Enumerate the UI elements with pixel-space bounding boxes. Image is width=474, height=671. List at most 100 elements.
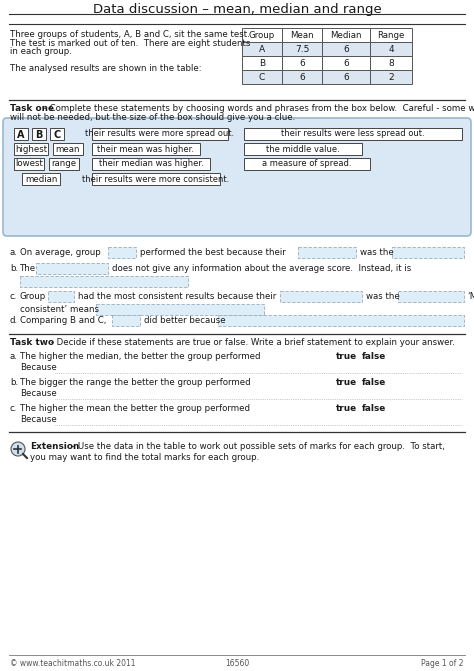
Text: © www.teachitmaths.co.uk 2011: © www.teachitmaths.co.uk 2011 xyxy=(10,659,136,668)
Text: a measure of spread.: a measure of spread. xyxy=(262,160,352,168)
Text: consistent’ means: consistent’ means xyxy=(20,305,99,314)
Bar xyxy=(112,315,140,326)
Text: Page 1 of 2: Page 1 of 2 xyxy=(421,659,464,668)
Bar xyxy=(242,28,282,42)
Bar xyxy=(242,70,282,84)
Text: true: true xyxy=(336,352,357,361)
Text: The higher the median, the better the group performed: The higher the median, the better the gr… xyxy=(20,352,261,361)
Bar xyxy=(322,70,370,84)
Text: true: true xyxy=(336,378,357,387)
Text: 6: 6 xyxy=(299,58,305,68)
Text: - Decide if these statements are true or false. Write a brief statement to expla: - Decide if these statements are true or… xyxy=(48,338,455,347)
FancyBboxPatch shape xyxy=(3,118,471,236)
Text: c.: c. xyxy=(10,404,18,413)
Text: median: median xyxy=(25,174,57,183)
Bar xyxy=(322,42,370,56)
Text: c.: c. xyxy=(10,292,18,301)
Bar xyxy=(22,173,60,185)
Text: Three groups of students, A, B and C, sit the same test.: Three groups of students, A, B and C, si… xyxy=(10,30,250,39)
Text: their mean was higher.: their mean was higher. xyxy=(98,144,194,154)
Text: Task two: Task two xyxy=(10,338,54,347)
Text: their median was higher.: their median was higher. xyxy=(99,160,203,168)
Bar xyxy=(92,128,228,140)
Text: 6: 6 xyxy=(343,44,349,54)
Text: d.: d. xyxy=(10,316,18,325)
Bar xyxy=(282,56,322,70)
Bar xyxy=(92,173,220,185)
Bar xyxy=(280,291,362,302)
Text: Extension: Extension xyxy=(30,442,79,451)
Text: 6: 6 xyxy=(299,72,305,81)
Text: Group: Group xyxy=(249,30,275,40)
Bar xyxy=(50,128,64,140)
Bar xyxy=(14,143,48,155)
Text: 6: 6 xyxy=(343,58,349,68)
Text: lowest: lowest xyxy=(15,160,43,168)
Text: b.: b. xyxy=(10,264,18,273)
Text: was the: was the xyxy=(360,248,394,257)
Text: range: range xyxy=(52,160,77,168)
Text: Data discussion – mean, median and range: Data discussion – mean, median and range xyxy=(92,3,382,16)
Text: The test is marked out of ten.  There are eight students: The test is marked out of ten. There are… xyxy=(10,38,250,48)
Text: did better because: did better because xyxy=(144,316,226,325)
Text: a.: a. xyxy=(10,248,18,257)
Text: 2: 2 xyxy=(388,72,394,81)
Bar xyxy=(370,56,412,70)
Text: mean: mean xyxy=(56,144,80,154)
Text: The analysed results are shown in the table:: The analysed results are shown in the ta… xyxy=(10,64,201,73)
Text: performed the best because their: performed the best because their xyxy=(140,248,286,257)
Text: A: A xyxy=(259,44,265,54)
Bar xyxy=(48,291,74,302)
Bar xyxy=(242,42,282,56)
Text: ‘More: ‘More xyxy=(467,292,474,301)
Text: 6: 6 xyxy=(343,72,349,81)
Bar xyxy=(49,158,79,170)
Circle shape xyxy=(11,442,25,456)
Bar xyxy=(370,28,412,42)
Bar xyxy=(244,143,362,155)
Bar xyxy=(92,143,200,155)
Text: Mean: Mean xyxy=(290,30,314,40)
Text: 4: 4 xyxy=(388,44,394,54)
Text: Range: Range xyxy=(377,30,405,40)
Bar xyxy=(14,158,44,170)
Text: in each group.: in each group. xyxy=(10,47,72,56)
Text: 16560: 16560 xyxy=(225,659,249,668)
Text: false: false xyxy=(362,378,386,387)
Text: 7.5: 7.5 xyxy=(295,44,309,54)
Bar xyxy=(244,158,370,170)
Text: the middle value.: the middle value. xyxy=(266,144,340,154)
Text: you may want to find the total marks for each group.: you may want to find the total marks for… xyxy=(30,453,259,462)
Text: Task one: Task one xyxy=(10,104,54,113)
Text: – Use the data in the table to work out possible sets of marks for each group.  : – Use the data in the table to work out … xyxy=(68,442,445,451)
Text: Because: Because xyxy=(20,415,57,424)
Bar xyxy=(322,56,370,70)
Text: The higher the mean the better the group performed: The higher the mean the better the group… xyxy=(20,404,250,413)
Text: Group: Group xyxy=(20,292,46,301)
Bar xyxy=(370,42,412,56)
Bar xyxy=(32,128,46,140)
Text: B: B xyxy=(259,58,265,68)
Text: A: A xyxy=(17,130,25,140)
Text: does not give any information about the average score.  Instead, it is: does not give any information about the … xyxy=(112,264,411,273)
Bar xyxy=(322,28,370,42)
Bar xyxy=(96,304,264,315)
Bar xyxy=(282,28,322,42)
Bar xyxy=(392,247,464,258)
Text: false: false xyxy=(362,352,386,361)
Text: C: C xyxy=(54,130,61,140)
Text: Median: Median xyxy=(330,30,362,40)
Text: - Complete these statements by choosing words and phrases from the box below.  C: - Complete these statements by choosing … xyxy=(41,104,474,113)
Bar xyxy=(108,247,136,258)
Bar xyxy=(242,56,282,70)
Text: false: false xyxy=(362,404,386,413)
Text: was the: was the xyxy=(366,292,400,301)
Text: On average, group: On average, group xyxy=(20,248,101,257)
Text: C: C xyxy=(259,72,265,81)
Text: B: B xyxy=(35,130,43,140)
Bar xyxy=(298,247,356,258)
Bar xyxy=(282,70,322,84)
Bar xyxy=(92,158,210,170)
Text: Because: Because xyxy=(20,389,57,398)
Bar xyxy=(370,70,412,84)
